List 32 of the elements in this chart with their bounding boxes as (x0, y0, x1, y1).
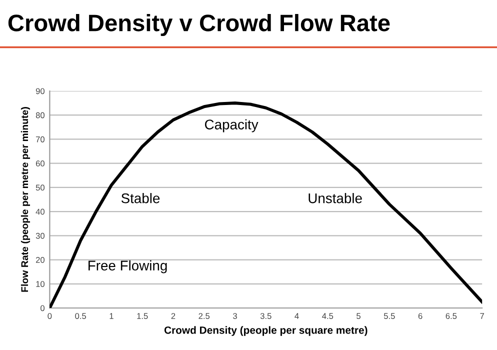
y-tick-label: 20 (36, 256, 45, 263)
chart-title: Crowd Density v Crowd Flow Rate (8, 14, 390, 36)
x-tick-label: 4 (294, 313, 299, 319)
annotation: Unstable (308, 193, 362, 204)
x-tick-label: 7 (480, 313, 484, 319)
y-tick-label: 60 (36, 160, 45, 166)
x-tick-label: 0.5 (75, 313, 86, 319)
x-tick-label: 5 (356, 313, 361, 319)
x-tick-label: 1 (110, 313, 114, 319)
x-tick-label: 5.5 (384, 313, 395, 319)
x-tick-label: 1.5 (137, 313, 148, 319)
y-tick-label: 0 (40, 305, 45, 312)
y-tick-label: 80 (36, 112, 45, 118)
x-tick-label: 2.5 (198, 313, 210, 319)
y-tick-label: 40 (36, 208, 45, 215)
x-tick-label: 3.5 (260, 313, 272, 319)
y-tick-label: 50 (36, 184, 45, 191)
annotation: Free Flowing (88, 260, 167, 274)
x-tick-label: 0 (48, 313, 52, 319)
x-tick-label: 6.5 (446, 313, 457, 319)
y-tick-label: 90 (36, 88, 45, 94)
x-tick-label: 3 (233, 313, 237, 319)
x-tick-label: 4.5 (322, 313, 334, 319)
y-tick-label: 70 (36, 136, 45, 142)
annotation: Capacity (204, 119, 258, 132)
annotation: Stable (121, 193, 160, 204)
y-tick-label: 10 (36, 281, 45, 287)
y-tick-label: 30 (36, 232, 45, 239)
x-tick-label: 6 (418, 313, 422, 319)
x-tick-label: 2 (171, 313, 176, 319)
x-axis-title: Crowd Density (people per square metre) (164, 326, 368, 336)
y-axis-title: Flow Rate (people per metre per minute) (20, 107, 30, 292)
